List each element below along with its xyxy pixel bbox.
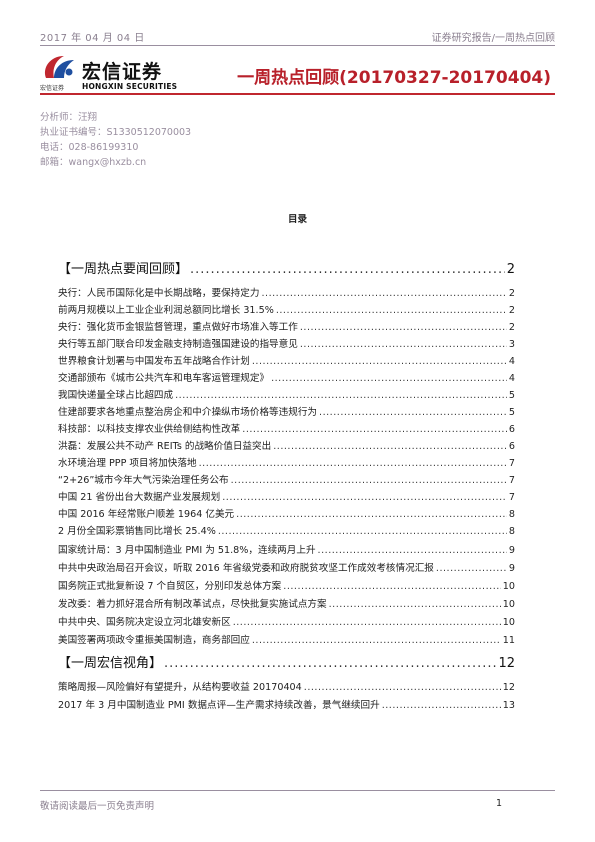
toc-item[interactable]: 美国签署两项政令重振美国制造，商务部回应11: [58, 632, 515, 646]
brand-name-en: HONGXIN SECURITIES: [82, 82, 178, 91]
toc-item[interactable]: 央行等五部门联合印发金融支持制造强国建设的指导意见3: [58, 336, 515, 350]
header-divider: [40, 45, 555, 46]
toc-section-news[interactable]: 【一周热点要闻回顾】 2: [58, 258, 515, 277]
page-number: 1: [496, 798, 503, 809]
toc-section-title: 【一周热点要闻回顾】: [58, 262, 189, 277]
analyst-phone: 电话：028-86199310: [40, 142, 139, 153]
toc-item[interactable]: 国务院正式批复新设 7 个自贸区，分别印发总体方案10: [58, 578, 515, 592]
footer-divider: [40, 790, 555, 791]
toc-item[interactable]: 中共中央、国务院决定设立河北雄安新区10: [58, 614, 515, 628]
document-title: 一周热点回顾(20170327-20170404): [237, 68, 551, 88]
toc-item[interactable]: 交通部颁布《城市公共汽车和电车客运管理规定》4: [58, 370, 515, 384]
toc-section-page: 2: [506, 262, 515, 277]
brand-name-cn: 宏信证券: [82, 61, 163, 83]
analyst-name: 分析师：汪翔: [40, 112, 98, 123]
toc-item[interactable]: 水环境治理 PPP 项目将加快落地7: [58, 455, 515, 469]
disclaimer-note: 敬请阅读最后一页免责声明: [40, 801, 155, 812]
toc-item[interactable]: 住建部要求各地重点整治房企和中介操纵市场价格等违规行为5: [58, 404, 515, 418]
toc-item[interactable]: 中共中央政治局召开会议，听取 2016 年省级党委和政府脱贫攻坚工作成效考核情况…: [58, 560, 515, 574]
toc-section-title: 【一周宏信视角】: [58, 656, 163, 671]
toc-item[interactable]: 中国 21 省份出台大数据产业发展规划7: [58, 489, 515, 503]
toc-section-page: 12: [498, 656, 515, 671]
brand-name-small: 宏信证券: [40, 85, 65, 92]
toc-item[interactable]: 科技部：以科技支撑农业供给侧结构性改革6: [58, 421, 515, 435]
toc-item[interactable]: 央行：强化货币金银监督管理，重点做好市场准入等工作2: [58, 319, 515, 333]
toc-item[interactable]: “2+26”城市今年大气污染治理任务公布7: [58, 472, 515, 486]
toc-item[interactable]: 央行：人民币国际化是中长期战略，要保持定力2: [58, 285, 515, 299]
toc-item[interactable]: 前两月规模以上工业企业利润总额同比增长 31.5%2: [58, 302, 515, 316]
toc-item[interactable]: 中国 2016 年经常账户顺差 1964 亿美元8: [58, 506, 515, 520]
report-date: 2017 年 04 月 04 日: [40, 33, 145, 44]
toc-item[interactable]: 策略周报—风险偏好有望提升，从结构要收益 2017040412: [58, 679, 515, 693]
title-divider: [40, 93, 555, 95]
analyst-cert: 执业证书编号：S1330512070003: [40, 127, 192, 138]
toc-item[interactable]: 世界粮食计划署与中国发布五年战略合作计划4: [58, 353, 515, 367]
toc-item[interactable]: 国家统计局：3 月中国制造业 PMI 为 51.8%，连续两月上升9: [58, 542, 515, 556]
toc-item[interactable]: 2017 年 3 月中国制造业 PMI 数据点评—生产需求持续改善，景气继续回升…: [58, 697, 515, 711]
report-category: 证券研究报告/一周热点回顾: [431, 33, 555, 44]
toc-item[interactable]: 发改委：着力抓好混合所有制改革试点，尽快批复实施试点方案10: [58, 596, 515, 610]
company-logo-icon: [40, 52, 78, 82]
toc-item[interactable]: 我国快递量全球占比超四成5: [58, 387, 515, 401]
toc-item[interactable]: 2 月份全国彩票销售同比增长 25.4%8: [58, 523, 515, 537]
toc-heading: 目录: [287, 214, 307, 225]
analyst-email: 邮箱：wangx@hxzb.cn: [40, 157, 147, 168]
toc-section-view[interactable]: 【一周宏信视角】 12: [58, 652, 515, 671]
toc-item[interactable]: 洪磊：发展公共不动产 REITs 的战略价值日益突出6: [58, 438, 515, 452]
